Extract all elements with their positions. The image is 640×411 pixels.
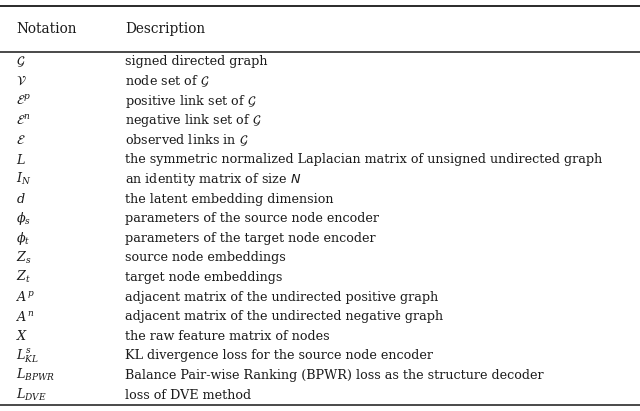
Text: signed directed graph: signed directed graph — [125, 55, 268, 68]
Text: loss of DVE method: loss of DVE method — [125, 388, 251, 402]
Text: node set of $\mathcal{G}$: node set of $\mathcal{G}$ — [125, 74, 209, 89]
Text: $\mathcal{G}$: $\mathcal{G}$ — [16, 55, 26, 69]
Text: the raw feature matrix of nodes: the raw feature matrix of nodes — [125, 330, 330, 343]
Text: $\mathcal{V}$: $\mathcal{V}$ — [16, 75, 27, 88]
Text: the latent embedding dimension: the latent embedding dimension — [125, 192, 333, 206]
Text: $\mathcal{E}^n$: $\mathcal{E}^n$ — [16, 113, 30, 128]
Text: $L_{BPWR}$: $L_{BPWR}$ — [16, 367, 55, 383]
Text: an identity matrix of size $N$: an identity matrix of size $N$ — [125, 171, 301, 188]
Text: $\phi_t$: $\phi_t$ — [16, 230, 30, 247]
Text: the symmetric normalized Laplacian matrix of unsigned undirected graph: the symmetric normalized Laplacian matri… — [125, 153, 602, 166]
Text: adjacent matrix of the undirected positive graph: adjacent matrix of the undirected positi… — [125, 291, 438, 304]
Text: observed links in $\mathcal{G}$: observed links in $\mathcal{G}$ — [125, 132, 248, 148]
Text: $A^n$: $A^n$ — [16, 309, 35, 323]
Text: Balance Pair-wise Ranking (BPWR) loss as the structure decoder: Balance Pair-wise Ranking (BPWR) loss as… — [125, 369, 543, 382]
Text: $\phi_s$: $\phi_s$ — [16, 210, 31, 227]
Text: $\mathcal{E}^p$: $\mathcal{E}^p$ — [16, 94, 31, 108]
Text: $I_N$: $I_N$ — [16, 171, 31, 187]
Text: $L^s_{KL}$: $L^s_{KL}$ — [16, 347, 39, 365]
Text: source node embeddings: source node embeddings — [125, 251, 285, 264]
Text: $d$: $d$ — [16, 192, 26, 206]
Text: $Z_t$: $Z_t$ — [16, 269, 31, 286]
Text: Notation: Notation — [16, 22, 77, 36]
Text: adjacent matrix of the undirected negative graph: adjacent matrix of the undirected negati… — [125, 310, 443, 323]
Text: parameters of the source node encoder: parameters of the source node encoder — [125, 212, 379, 225]
Text: $\mathcal{E}$: $\mathcal{E}$ — [16, 134, 26, 147]
Text: Description: Description — [125, 22, 205, 36]
Text: $L$: $L$ — [16, 153, 26, 167]
Text: $Z_s$: $Z_s$ — [16, 250, 31, 266]
Text: positive link set of $\mathcal{G}$: positive link set of $\mathcal{G}$ — [125, 92, 257, 109]
Text: $L_{DVE}$: $L_{DVE}$ — [16, 387, 47, 403]
Text: KL divergence loss for the source node encoder: KL divergence loss for the source node e… — [125, 349, 433, 363]
Text: $X$: $X$ — [16, 329, 28, 343]
Text: negative link set of $\mathcal{G}$: negative link set of $\mathcal{G}$ — [125, 112, 262, 129]
Text: parameters of the target node encoder: parameters of the target node encoder — [125, 232, 376, 245]
Text: $A^p$: $A^p$ — [16, 290, 35, 304]
Text: target node embeddings: target node embeddings — [125, 271, 282, 284]
